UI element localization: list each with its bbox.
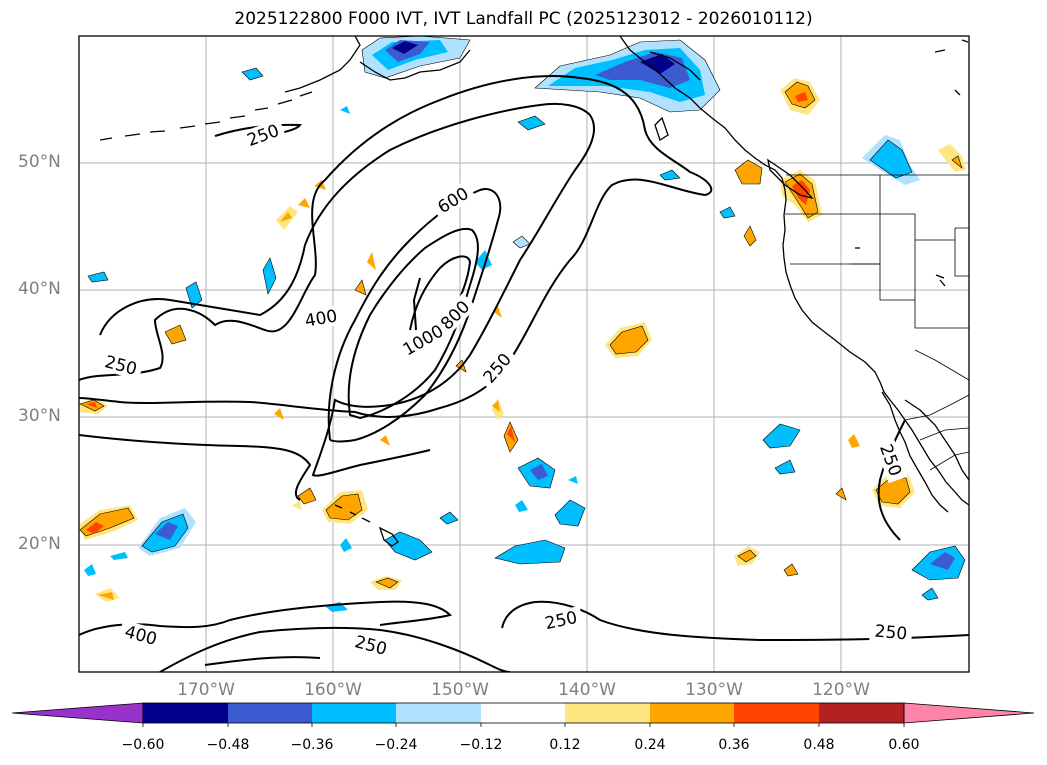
state-borders	[850, 175, 969, 381]
contour-1000-tail	[412, 277, 421, 331]
lat-label: 20°N	[18, 534, 61, 554]
lon-label: 170°W	[177, 680, 235, 700]
lat-label: 40°N	[18, 279, 61, 299]
contour-400-bottom	[159, 626, 511, 672]
lon-label: 130°W	[685, 680, 743, 700]
colorbar-tick-label: −0.24	[374, 737, 418, 753]
contour-250-coast	[877, 419, 906, 541]
colorbar-bin	[396, 703, 481, 723]
colorbar-bin	[565, 703, 650, 723]
baja-california	[881, 391, 969, 513]
contour-250-bottom-right	[501, 600, 969, 642]
contour-250-main	[79, 75, 713, 418]
colorbar-tick-label: 0.36	[718, 737, 750, 753]
colorbar-bin	[228, 703, 312, 723]
lon-label: 140°W	[558, 680, 616, 700]
contour-800	[347, 227, 479, 420]
lon-label: 150°W	[431, 680, 489, 700]
us-mexico-border	[904, 394, 969, 421]
contour-250-bottom-left	[79, 600, 452, 636]
colorbar-bin	[734, 703, 819, 723]
positive-anomaly-fills	[79, 78, 966, 602]
ivt-contours	[79, 75, 969, 672]
lat-label: 50°N	[18, 152, 61, 172]
colorbar-tick-label: 0.48	[803, 737, 835, 753]
lat-label: 30°N	[18, 406, 61, 426]
colorbar	[11, 702, 1035, 727]
lon-label: 120°W	[812, 680, 870, 700]
coastlines	[99, 36, 969, 547]
alaska-coast	[284, 36, 471, 93]
contour-label: 250	[874, 622, 908, 645]
colorbar-tick-label: −0.60	[121, 737, 165, 753]
colorbar-tick-label: 0.24	[634, 737, 666, 753]
colorbar-tick-label: −0.48	[206, 737, 250, 753]
colorbar-bin	[143, 703, 228, 723]
islands-bc	[649, 51, 701, 141]
aleutian-islands	[99, 91, 313, 141]
colorbar-bin	[312, 703, 396, 723]
contour-250-bottom-mid	[204, 656, 321, 666]
small-islands-east	[855, 39, 969, 287]
mexico-states	[919, 427, 969, 471]
map-title: 2025122800 F000 IVT, IVT Landfall PC (20…	[234, 9, 813, 29]
colorbar-tick-label: 0.60	[888, 737, 920, 753]
colorbar-bin	[650, 703, 734, 723]
map-plot-area: 250 600 400 800 1000 250 250 250 400 250…	[79, 36, 969, 672]
vancouver-island	[767, 158, 814, 200]
southeast-alaska-bc-coast	[619, 36, 969, 506]
contour-label-backgrounds	[98, 118, 913, 661]
contour-600	[327, 188, 502, 443]
colorbar-bin	[481, 703, 565, 723]
contour-250-south-trough	[79, 434, 312, 501]
colorbar-tick-label: 0.12	[549, 737, 581, 753]
colorbar-tick-label: −0.36	[290, 737, 334, 753]
colorbar-tick-label: −0.12	[459, 737, 503, 753]
colorbar-bin	[819, 703, 904, 723]
lon-label: 160°W	[304, 680, 362, 700]
map-frame	[78, 35, 970, 673]
political-borders	[785, 174, 969, 471]
hawaii-islands	[334, 504, 399, 547]
colorbar-max-extension	[903, 702, 1035, 724]
colorbar-min-extension	[11, 702, 144, 724]
contour-1000	[409, 255, 472, 331]
